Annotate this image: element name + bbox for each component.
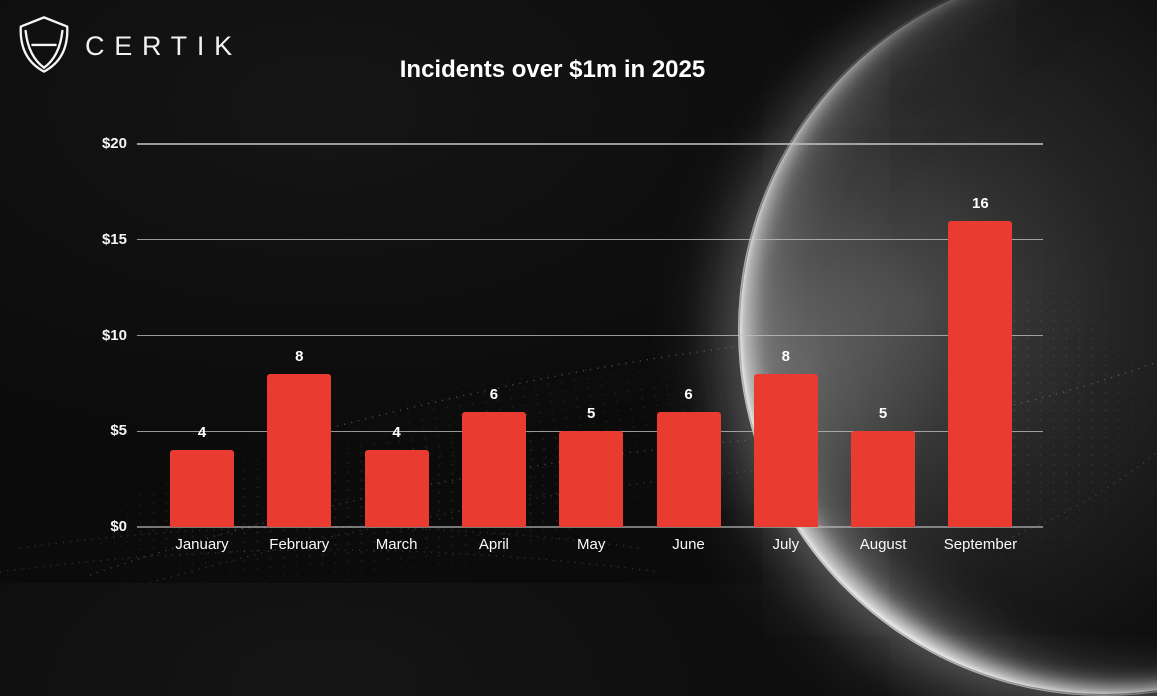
- x-axis-label: March: [375, 536, 418, 553]
- gridline: [137, 334, 1043, 337]
- bar-september: [948, 220, 1013, 527]
- bar-april: [461, 412, 526, 527]
- y-axis-tick-label: $15: [101, 230, 127, 248]
- x-axis-label: February: [269, 536, 330, 553]
- bar-value-label: 8: [781, 347, 790, 365]
- particle-wave-arcs: [0, 344, 1157, 583]
- bar-value-label: 8: [295, 347, 304, 365]
- brand-wordmark: CERTIK: [85, 30, 242, 61]
- gridline: [137, 239, 1043, 241]
- bar-value-label: 6: [684, 386, 693, 404]
- bar-value-label: 16: [972, 194, 989, 212]
- brand-logo: CERTIK: [16, 14, 242, 74]
- bar-value-label: 6: [489, 386, 499, 404]
- chart-plot: $0 $5 $10 $15 $20 4 January 8 February 4 March 6 Apr…: [102, 136, 1043, 553]
- bar-january: [170, 450, 234, 527]
- y-axis-tick-label: $20: [101, 135, 127, 152]
- x-axis-label: April: [478, 536, 509, 553]
- bar-may: [559, 431, 624, 527]
- bar-july: [753, 373, 818, 527]
- y-axis-tick-label: $5: [110, 422, 127, 440]
- x-axis-label: June: [672, 536, 705, 553]
- bar-value-label: 4: [197, 424, 207, 442]
- bar-march: [364, 450, 429, 527]
- gridline: [137, 143, 1043, 145]
- x-axis-label: May: [577, 536, 606, 553]
- x-axis-label: July: [772, 536, 800, 553]
- bar-february: [267, 373, 332, 527]
- x-axis-label: August: [859, 536, 907, 553]
- certik-shield-icon: [16, 14, 72, 74]
- bar-value-label: 5: [878, 405, 888, 423]
- chart-title: Incidents over $1m in 2025: [399, 56, 706, 83]
- y-axis-tick-label: $10: [101, 326, 127, 344]
- x-axis-label: September: [943, 536, 1018, 553]
- bar-value-label: 4: [392, 424, 401, 442]
- bar-august: [851, 431, 916, 527]
- y-axis-tick-label: $0: [110, 518, 127, 535]
- bar-june: [656, 412, 721, 527]
- bar-value-label: 5: [587, 405, 596, 423]
- x-axis-label: January: [175, 536, 229, 553]
